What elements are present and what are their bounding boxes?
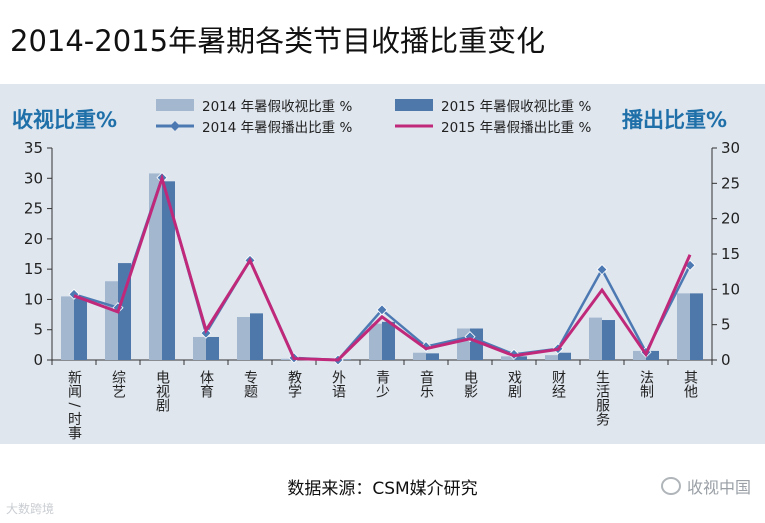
right-tick-label: 10	[721, 280, 740, 298]
chat-icon	[660, 477, 681, 495]
bar-2015-viewing	[514, 356, 527, 360]
x-category-label: 戏剧	[506, 370, 522, 398]
bar-2014-viewing	[413, 352, 426, 360]
marker-2014-broadcast	[596, 263, 608, 276]
x-category-label: 财经	[550, 370, 566, 398]
x-category-label: 体育	[198, 370, 214, 398]
bar-2015-viewing	[250, 313, 263, 360]
x-category-label: 综艺	[110, 370, 126, 398]
bar-2014-viewing	[149, 173, 162, 360]
line-2015-broadcast	[73, 173, 692, 362]
x-category-label: 法制	[638, 370, 654, 398]
legend-label: 2015 年暑假播出比重 %	[441, 120, 591, 136]
right-tick-label: 30	[721, 139, 740, 157]
left-tick-label: 25	[24, 200, 43, 218]
x-category-label: 教学	[286, 370, 302, 398]
bar-2014-viewing	[545, 355, 558, 360]
bar-2014-viewing	[281, 358, 294, 360]
bar-2014-viewing	[677, 293, 690, 360]
x-category-label: 外语	[330, 370, 346, 398]
right-tick-label: 25	[721, 174, 740, 192]
bar-2015-viewing	[338, 359, 351, 360]
marker-2014-broadcast	[376, 304, 388, 316]
legend-swatch-bar	[156, 99, 194, 111]
bar-2014-viewing	[369, 323, 382, 360]
x-category-label: 其他	[682, 370, 698, 399]
legend-label: 2015 年暑假收视比重 %	[441, 99, 591, 115]
legend-swatch-bar	[395, 99, 433, 111]
bar-2014-viewing	[237, 316, 250, 360]
bar-2015-viewing	[690, 293, 703, 360]
chart-lines	[68, 172, 696, 366]
bar-2014-viewing	[633, 350, 646, 360]
legend-label: 2014 年暑假播出比重 %	[202, 120, 352, 136]
right-tick-label: 0	[721, 351, 731, 369]
legend-label: 2014 年暑假收视比重 %	[202, 99, 352, 115]
bar-2015-viewing	[118, 263, 131, 360]
right-axis-title: 播出比重%	[622, 108, 728, 132]
left-tick-label: 30	[24, 169, 43, 187]
left-tick-label: 35	[24, 139, 43, 157]
bar-2014-viewing	[193, 336, 206, 360]
x-category-label: 音乐	[418, 369, 434, 398]
x-category-label: 生活服务	[594, 370, 610, 426]
right-tick-label: 5	[721, 316, 731, 334]
left-tick-label: 0	[33, 351, 43, 369]
x-category-label: 专题	[242, 370, 258, 399]
bar-2015-viewing	[74, 297, 87, 360]
bar-2014-viewing	[61, 296, 74, 360]
bar-2015-viewing	[646, 350, 659, 360]
bar-2014-viewing	[589, 317, 602, 360]
x-category-label: 电影	[462, 370, 478, 398]
marker-2014-broadcast	[200, 327, 212, 339]
bar-2015-viewing	[382, 321, 395, 360]
bar-2015-viewing	[162, 181, 175, 360]
bar-2015-viewing	[602, 320, 615, 360]
right-tick-label: 20	[721, 210, 740, 228]
bar-2015-viewing	[426, 353, 439, 360]
bar-2015-viewing	[558, 352, 571, 360]
x-axis-labels: 新闻 / 时事 综艺 电视剧 体育 专题 教学 外语 青少 音乐 电影 戏剧 财经 生活服务 法制 其他	[66, 369, 698, 440]
bar-2014-viewing	[105, 281, 118, 360]
brand-mark: 收视中国	[660, 474, 751, 498]
x-category-label: 青少	[374, 370, 390, 398]
x-category-label: 新闻 / 时事	[66, 370, 82, 440]
left-tick-label: 5	[33, 321, 43, 339]
bar-2014-viewing	[501, 356, 514, 360]
legend-swatch-marker	[170, 121, 180, 131]
watermark: 大数跨境	[6, 502, 55, 516]
chart-legend: 2014 年暑假收视比重 % 2015 年暑假收视比重 % 2014 年暑假播出比重…	[156, 99, 591, 136]
x-category-label: 电视剧	[154, 370, 170, 412]
bar-2015-viewing	[206, 336, 219, 360]
left-axis-title: 收视比重%	[12, 108, 118, 132]
source-note: 数据来源：CSM媒介研究	[287, 479, 478, 499]
combo-chart: 0 5 10 15 20 25 30 35 0 5 10 15 20 25 30 2014 年暑假收视比重 …	[24, 99, 740, 440]
left-tick-label: 15	[24, 260, 43, 278]
left-tick-label: 10	[24, 290, 43, 308]
chart-bars	[61, 173, 703, 360]
page-title: 2014-2015年暑期各类节目收播比重变化	[10, 24, 546, 58]
left-tick-label: 20	[24, 230, 43, 248]
right-tick-label: 15	[721, 245, 740, 263]
brand-label: 收视中国	[686, 478, 751, 497]
